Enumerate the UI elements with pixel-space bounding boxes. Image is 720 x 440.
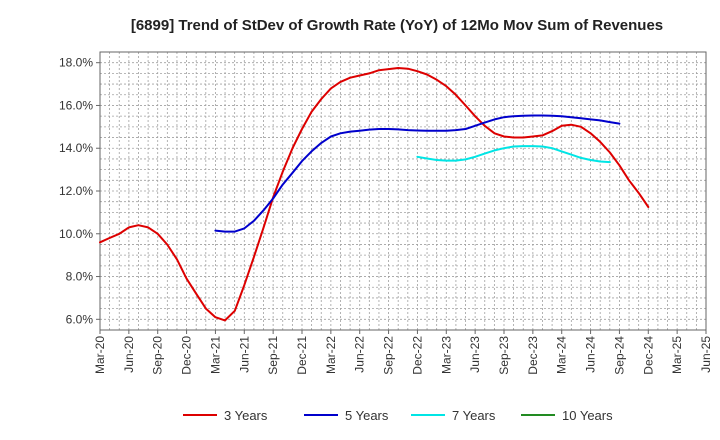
x-tick-label: Sep-23 <box>497 336 511 375</box>
x-tick-label: Dec-21 <box>295 336 309 375</box>
y-tick-label: 14.0% <box>59 141 93 155</box>
x-tick-label: Dec-22 <box>410 336 424 375</box>
x-tick-label: Dec-23 <box>526 336 540 375</box>
x-tick-label: Jun-24 <box>584 336 598 373</box>
x-tick-label: Mar-24 <box>555 336 569 374</box>
x-tick-label: Jun-25 <box>699 336 713 373</box>
chart-title: [6899] Trend of StDev of Growth Rate (Yo… <box>131 17 663 34</box>
x-tick-label: Jun-20 <box>122 336 136 373</box>
x-tick-label: Jun-21 <box>237 336 251 373</box>
y-tick-label: 16.0% <box>59 98 93 112</box>
series-line-3-years <box>99 67 650 322</box>
grid <box>100 52 706 330</box>
x-tick-label: Sep-24 <box>612 336 626 375</box>
y-tick-label: 18.0% <box>59 56 93 70</box>
y-tick-label: 10.0% <box>59 227 93 241</box>
y-axis: 6.0% 8.0% 10.0% 12.0% 14.0% 16.0% 18.0% <box>59 56 100 326</box>
legend-label: 10 Years <box>562 408 613 423</box>
y-tick-label: 8.0% <box>66 270 94 284</box>
x-tick-label: Sep-22 <box>382 336 396 375</box>
legend-label: 3 Years <box>224 408 268 423</box>
legend: 3 Years 5 Years 7 Years 10 Years <box>183 408 613 423</box>
x-tick-label: Dec-24 <box>641 336 655 375</box>
x-tick-label: Mar-21 <box>208 336 222 374</box>
x-tick-label: Mar-23 <box>439 336 453 374</box>
x-axis: Mar-20 Jun-20 Sep-20 Dec-20 Mar-21 Jun-21 Sep-… <box>93 330 713 375</box>
x-tick-label: Sep-20 <box>151 336 165 375</box>
x-tick-label: Mar-25 <box>670 336 684 374</box>
x-tick-label: Mar-22 <box>324 336 338 374</box>
series-line-7-years <box>416 145 611 164</box>
x-tick-label: Sep-21 <box>266 336 280 375</box>
x-tick-label: Dec-20 <box>180 336 194 375</box>
legend-label: 7 Years <box>452 408 496 423</box>
legend-label: 5 Years <box>345 408 389 423</box>
x-tick-label: Mar-20 <box>93 336 107 374</box>
y-tick-label: 6.0% <box>66 312 94 326</box>
x-tick-label: Jun-23 <box>468 336 482 373</box>
plot-frame <box>99 51 707 331</box>
series-line-5-years <box>214 114 621 233</box>
series-lines <box>99 67 650 322</box>
y-tick-label: 12.0% <box>59 184 93 198</box>
x-tick-label: Jun-22 <box>353 336 367 373</box>
